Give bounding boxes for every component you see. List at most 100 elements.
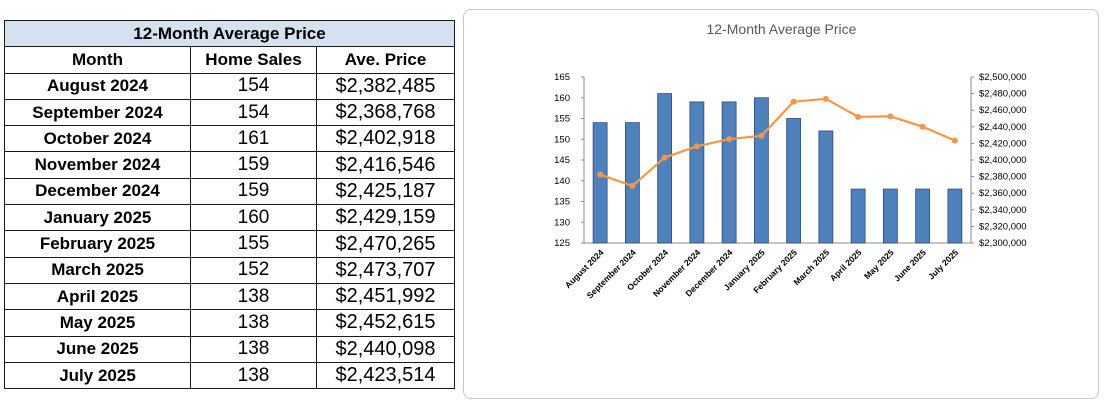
ave-price-cell: $2,440,098 <box>315 335 456 363</box>
month-cell: August 2024 <box>4 72 191 100</box>
ave-price-cell: $2,368,768 <box>315 98 456 127</box>
right-axis-tick-label: $2,340,000 <box>979 205 1027 216</box>
left-axis-tick-label: 155 <box>554 114 570 125</box>
home-sales-cell: 159 <box>190 177 317 206</box>
table-body: August 2024 154 $2,382,485 September 2024 15… <box>4 72 456 390</box>
month-cell: July 2025 <box>4 361 191 390</box>
chart-panel: 12-Month Average Price 125 130 135 140 145 150… <box>463 9 1099 399</box>
month-cell: April 2025 <box>4 282 191 311</box>
average-price-point <box>919 123 926 130</box>
home-sales-cell: 155 <box>190 230 317 258</box>
sales-bar <box>882 188 898 244</box>
sales-bar <box>947 188 963 244</box>
left-axis-tick-label: 125 <box>554 238 570 249</box>
sales-bar <box>657 93 673 244</box>
table-row: August 2024 154 $2,382,485 <box>4 72 456 100</box>
right-axis-tick-label: $2,460,000 <box>979 105 1027 116</box>
month-cell: June 2025 <box>4 335 191 363</box>
right-axis-tick-label: $2,380,000 <box>979 172 1027 183</box>
left-axis-tick-label: 130 <box>554 217 570 228</box>
month-cell: September 2024 <box>4 98 191 127</box>
average-price-point <box>822 95 829 102</box>
average-price-table: 12-Month Average Price Month Home Sales … <box>3 19 456 390</box>
table-title: 12-Month Average Price <box>3 19 456 48</box>
month-cell: February 2025 <box>4 230 191 258</box>
average-price-point <box>629 182 636 189</box>
right-axis-tick-label: $2,480,000 <box>979 89 1027 100</box>
home-sales-cell: 138 <box>190 309 317 337</box>
average-price-point <box>887 113 894 120</box>
left-axis-tick-label: 140 <box>554 176 570 187</box>
left-axis-tick-label: 160 <box>554 93 570 104</box>
sales-bar <box>689 101 705 244</box>
right-axis-tick-label: $2,500,000 <box>979 72 1027 83</box>
header-home-sales: Home Sales <box>190 46 317 74</box>
sales-bar <box>786 118 802 244</box>
average-price-point <box>790 98 797 105</box>
ave-price-cell: $2,429,159 <box>315 204 456 232</box>
ave-price-cell: $2,470,265 <box>315 230 456 258</box>
table-row: September 2024 154 $2,368,768 <box>4 98 456 127</box>
home-sales-cell: 152 <box>190 256 317 284</box>
sales-bar <box>818 130 834 244</box>
home-sales-cell: 159 <box>190 151 317 179</box>
table-row: January 2025 160 $2,429,159 <box>4 204 456 232</box>
right-axis-tick-label: $2,440,000 <box>979 122 1027 133</box>
sales-bar <box>753 97 769 244</box>
ave-price-cell: $2,451,992 <box>315 282 456 311</box>
right-axis-tick-label: $2,360,000 <box>979 188 1027 199</box>
right-axis-tick-label: $2,300,000 <box>979 238 1027 249</box>
sales-bar <box>850 188 866 244</box>
table-row: March 2025 152 $2,473,707 <box>4 256 456 284</box>
month-cell: November 2024 <box>4 151 191 179</box>
average-price-point <box>726 136 733 143</box>
left-axis-tick-label: 150 <box>554 134 570 145</box>
home-sales-cell: 154 <box>190 72 317 100</box>
right-axis-tick-label: $2,400,000 <box>979 155 1027 166</box>
ave-price-cell: $2,382,485 <box>315 72 456 100</box>
chart-title: 12-Month Average Price <box>707 21 857 37</box>
right-axis-tick-label: $2,420,000 <box>979 138 1027 149</box>
average-price-point <box>661 154 668 161</box>
table-row: November 2024 159 $2,416,546 <box>4 151 456 179</box>
average-price-line <box>599 97 956 188</box>
month-cell: March 2025 <box>4 256 191 284</box>
month-cell: May 2025 <box>4 309 191 337</box>
right-axis-tick-label: $2,320,000 <box>979 221 1027 232</box>
table-row: December 2024 159 $2,425,187 <box>4 177 456 206</box>
home-sales-cell: 154 <box>190 98 317 127</box>
home-sales-cell: 138 <box>190 335 317 363</box>
table-row: May 2025 138 $2,452,615 <box>4 309 456 337</box>
home-sales-cell: 161 <box>190 125 317 153</box>
sales-bar <box>721 101 737 244</box>
average-price-point <box>693 143 700 150</box>
x-axis-tick-label: July 2025 <box>926 247 960 281</box>
table-row: June 2025 138 $2,440,098 <box>4 335 456 363</box>
x-axis-tick-label: June 2025 <box>892 247 928 283</box>
sales-bar <box>592 122 608 244</box>
sales-bar <box>915 188 931 244</box>
left-axis-tick-label: 135 <box>554 197 570 208</box>
header-month: Month <box>4 46 191 74</box>
month-cell: October 2024 <box>4 125 191 153</box>
average-price-point <box>855 113 862 120</box>
average-price-point <box>597 171 604 178</box>
left-axis-tick-label: 145 <box>554 155 570 166</box>
combo-chart: 12-Month Average Price 125 130 135 140 145 150… <box>554 21 1027 301</box>
x-axis-tick-label: April 2025 <box>828 247 864 283</box>
month-cell: December 2024 <box>4 177 191 206</box>
average-price-point <box>758 132 765 139</box>
ave-price-cell: $2,452,615 <box>315 309 456 337</box>
table-row: October 2024 161 $2,402,918 <box>4 125 456 153</box>
home-sales-cell: 160 <box>190 204 317 232</box>
home-sales-cell: 138 <box>190 361 317 390</box>
table-row: July 2025 138 $2,423,514 <box>4 361 456 390</box>
ave-price-cell: $2,402,918 <box>315 125 456 153</box>
ave-price-cell: $2,416,546 <box>315 151 456 179</box>
average-price-point <box>951 137 958 144</box>
ave-price-cell: $2,423,514 <box>315 361 456 390</box>
ave-price-cell: $2,425,187 <box>315 177 456 206</box>
table-row: February 2025 155 $2,470,265 <box>4 230 456 258</box>
left-axis-tick-label: 165 <box>554 72 570 83</box>
header-ave-price: Ave. Price <box>315 46 456 74</box>
